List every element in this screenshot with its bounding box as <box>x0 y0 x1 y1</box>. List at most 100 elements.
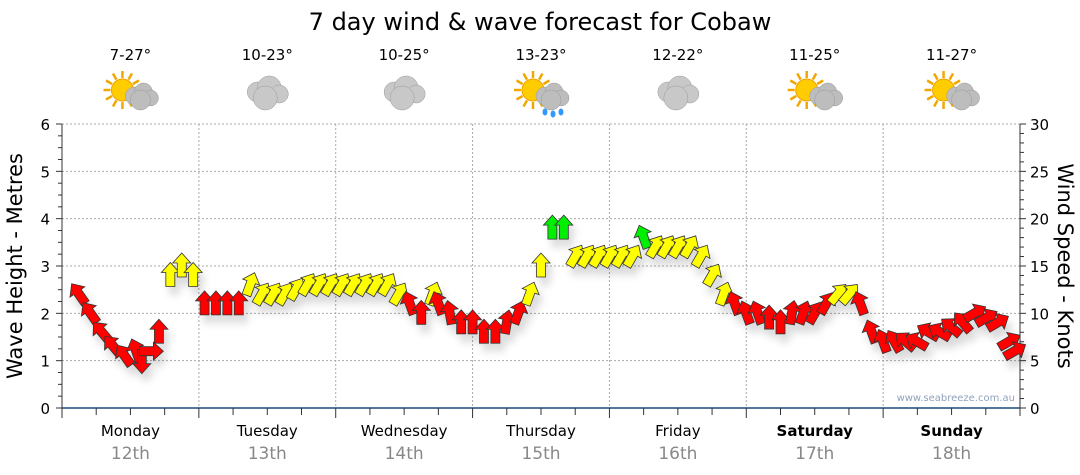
sun-ray <box>796 72 802 81</box>
day-name-label: Saturday <box>777 422 854 440</box>
wind-arrow <box>905 331 930 352</box>
cloud-icon <box>383 75 426 111</box>
sun-ray <box>932 72 939 81</box>
y2-tick-label: 5 <box>1030 353 1040 371</box>
wind-arrow <box>622 244 643 269</box>
wind-arrow <box>241 272 261 298</box>
cloud <box>130 89 151 111</box>
day-name-label: Thursday <box>505 422 576 440</box>
wind-arrow <box>984 312 1009 333</box>
temperature-label: 13-23° <box>515 46 566 64</box>
weather-header: 7-27° 10-23° 10-25° 13-23° 12-22° 11-25° 11-27… <box>103 46 980 118</box>
wind-arrow <box>531 252 551 278</box>
y-tick-label: 2 <box>40 305 50 323</box>
cloud <box>951 89 972 111</box>
wind-arrow <box>194 290 215 316</box>
sun-ray <box>515 94 524 101</box>
wind-arrow <box>228 290 249 316</box>
sun-ray <box>132 79 140 86</box>
watermark: www.seabreeze.com.au <box>897 393 1015 404</box>
wind-arrow <box>206 290 226 316</box>
sun-rain-icon <box>514 71 570 118</box>
sun-ray <box>932 99 939 108</box>
sun-ray <box>111 99 118 108</box>
temperature-label: 7-27° <box>110 46 152 64</box>
sun-ray <box>948 72 955 81</box>
sun-ray <box>522 99 529 108</box>
day-date-label: 16th <box>658 444 697 464</box>
wind-arrow <box>183 261 204 287</box>
wind-arrow <box>474 318 494 344</box>
wind-arrow <box>521 281 540 307</box>
temperature-label: 10-25° <box>379 46 430 64</box>
y-tick-label: 0 <box>40 400 50 418</box>
temperature-label: 12-22° <box>652 46 703 64</box>
wind-arrow <box>928 322 953 343</box>
chart-title: 7 day wind & wave forecast for Cobaw <box>309 8 772 36</box>
wind-arrow <box>80 302 102 326</box>
sun-ray <box>127 72 134 81</box>
wind-arrow <box>916 322 942 343</box>
y-tick-label: 4 <box>40 211 50 229</box>
sun-ray <box>926 94 934 101</box>
cloud-icon <box>247 75 289 111</box>
sun-ray <box>542 79 551 86</box>
sun-ray <box>811 72 818 81</box>
wind-arrow <box>509 300 529 326</box>
sun-ray <box>926 79 934 86</box>
cloud <box>663 85 689 111</box>
sun-ray <box>105 79 113 86</box>
wind-arrow <box>217 290 238 316</box>
sun-cloud-icon <box>787 71 843 111</box>
sun-ray <box>522 72 529 81</box>
wind-arrow <box>690 244 711 269</box>
day-date-label: 15th <box>521 444 560 464</box>
wind-arrow <box>1001 341 1027 362</box>
wind-arrow <box>160 261 181 287</box>
day-date-label: 17th <box>795 444 834 464</box>
cloud <box>389 85 415 111</box>
y-axis-label: Wave Height - Metres <box>3 153 27 379</box>
wind-arrow <box>171 252 192 278</box>
day-name-label: Tuesday <box>236 422 298 440</box>
wind-arrow <box>747 300 767 326</box>
y2-tick-label: 0 <box>1030 400 1040 418</box>
wind-arrow <box>553 214 574 240</box>
y2-axis-label: Wind Speed - Knots <box>1053 163 1077 368</box>
rain-drop <box>558 108 564 116</box>
y2-tick-label: 25 <box>1030 163 1049 181</box>
cloud <box>814 89 835 111</box>
day-name-label: Friday <box>655 422 701 440</box>
y2-tick-label: 30 <box>1030 116 1049 134</box>
y-tick-label: 6 <box>40 116 50 134</box>
wind-arrow <box>149 318 169 344</box>
cloud-icon <box>657 75 700 111</box>
cloud <box>253 85 278 111</box>
sun-cloud-icon <box>924 71 980 111</box>
temperature-label: 11-25° <box>789 46 840 64</box>
sun-ray <box>789 79 797 86</box>
y2-tick-label: 10 <box>1030 305 1049 323</box>
sun-cloud-icon <box>103 71 159 111</box>
rain-drop <box>550 110 556 118</box>
day-name-label: Wednesday <box>361 422 448 440</box>
y-tick-label: 1 <box>40 353 50 371</box>
day-date-label: 14th <box>385 444 424 464</box>
y-tick-label: 3 <box>40 258 50 276</box>
y2-tick-label: 20 <box>1030 211 1049 229</box>
wind-arrow <box>138 341 164 362</box>
sun-ray <box>105 94 113 101</box>
sun-ray <box>537 72 544 81</box>
wind-arrow <box>633 224 653 250</box>
wind-arrow <box>411 299 432 325</box>
cloud <box>540 89 562 111</box>
sun-ray <box>796 99 802 108</box>
sun-ray <box>816 79 824 86</box>
day-date-label: 12th <box>111 444 150 464</box>
wind-arrows <box>69 214 1027 375</box>
sun-ray <box>789 94 797 101</box>
y-tick-label: 5 <box>40 163 50 181</box>
day-date-label: 13th <box>248 444 287 464</box>
